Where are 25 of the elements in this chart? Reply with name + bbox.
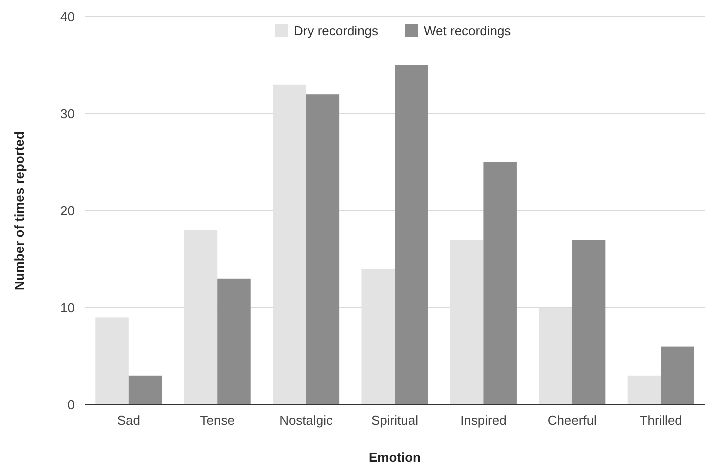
y-tick-label: 0 xyxy=(68,398,75,413)
legend-label: Wet recordings xyxy=(424,24,512,39)
x-tick-label: Inspired xyxy=(460,413,507,428)
x-tick-label: Spiritual xyxy=(372,413,419,428)
bar xyxy=(572,240,606,405)
x-tick-label: Tense xyxy=(200,413,235,428)
legend-label: Dry recordings xyxy=(294,24,380,39)
x-tick-label: Thrilled xyxy=(640,413,682,428)
bar xyxy=(395,66,428,405)
x-tick-label: Cheerful xyxy=(548,413,598,428)
x-tick-label: Sad xyxy=(117,413,140,428)
bar xyxy=(128,376,162,405)
bar xyxy=(306,94,340,405)
y-axis-title: Number of times reported xyxy=(12,131,27,290)
bar xyxy=(628,376,662,405)
x-tick-label: Nostalgic xyxy=(280,413,334,428)
bar xyxy=(96,318,129,405)
x-axis-title: Emotion xyxy=(369,450,422,465)
bar xyxy=(484,162,517,405)
y-tick-label: 20 xyxy=(60,204,75,219)
bar xyxy=(218,278,251,405)
y-tick-label: 30 xyxy=(60,106,75,122)
y-tick-label: 40 xyxy=(60,10,75,25)
y-tick-label: 10 xyxy=(60,300,75,316)
bar xyxy=(661,346,694,405)
